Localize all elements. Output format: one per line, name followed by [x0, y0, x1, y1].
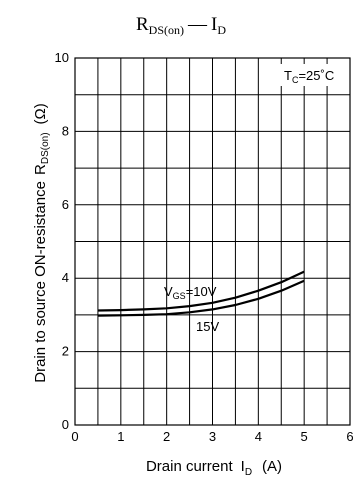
- series-label-vgs10: VGS=10V: [164, 284, 217, 301]
- condition-tail: =25˚C: [298, 68, 334, 83]
- y-tick-label: 0: [62, 417, 69, 432]
- y-tick-label: 6: [62, 197, 69, 212]
- condition-label: TC=25˚C: [284, 68, 334, 85]
- plot-frame: [74, 57, 351, 426]
- series-1-label-sub: GS: [173, 291, 186, 301]
- series-1-label-main: V: [164, 284, 173, 299]
- x-tick-label: 1: [117, 429, 124, 444]
- series-lines: [97, 270, 305, 317]
- y-tick-label: 2: [62, 344, 69, 359]
- title-dash: —: [187, 14, 208, 35]
- y-tick-label: 4: [62, 270, 69, 285]
- y-axis-label: Drain to source ON-resistance RDS(on) (Ω): [32, 103, 51, 383]
- y-tick-label: 8: [62, 123, 69, 138]
- x-tick-label: 2: [163, 429, 170, 444]
- title-tail-main: I: [211, 14, 217, 35]
- x-tick-label: 0: [71, 429, 78, 444]
- y-label-unit: (Ω): [32, 103, 49, 124]
- chart-title: RDS(on) — ID: [136, 14, 226, 37]
- series-1-label-tail: =10V: [186, 284, 217, 299]
- x-label-main: Drain current: [146, 458, 234, 475]
- series-line-1: [97, 270, 305, 312]
- series-line-2: [97, 279, 305, 317]
- grid: [74, 57, 351, 426]
- x-tick-label: 3: [209, 429, 216, 444]
- series-label-15v: 15V: [196, 319, 219, 334]
- y-tick-label: 10: [55, 50, 69, 65]
- y-label-sym: R: [32, 164, 49, 175]
- y-label-sub: DS(on): [40, 132, 51, 164]
- x-label-sub: D: [245, 467, 252, 478]
- x-tick-label: 4: [255, 429, 262, 444]
- title-main: R: [136, 14, 149, 35]
- x-label-sym: I: [241, 458, 245, 475]
- x-tick-label: 5: [301, 429, 308, 444]
- condition-main: T: [284, 68, 292, 83]
- title-tail-sub: D: [217, 23, 226, 37]
- x-tick-label: 6: [346, 429, 353, 444]
- title-sub: DS(on): [149, 23, 184, 37]
- tick-labels: 0 1 2 3 4 5 6 0 2 4 6 8 10: [55, 50, 354, 444]
- x-label-unit: (A): [262, 458, 282, 475]
- y-label-main: Drain to source ON-resistance: [32, 181, 49, 383]
- condition-box: [280, 64, 348, 86]
- x-axis-label: Drain current ID (A): [146, 458, 282, 478]
- condition-sub: C: [292, 75, 299, 85]
